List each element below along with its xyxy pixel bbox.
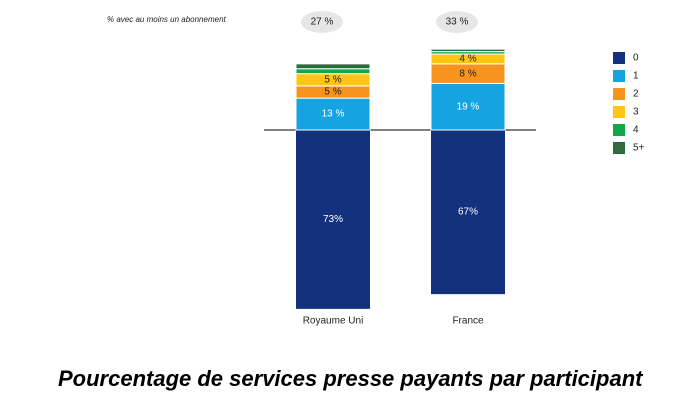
bar-segment bbox=[430, 82, 506, 131]
legend-label: 3 bbox=[633, 107, 639, 118]
legend-label: 5+ bbox=[633, 143, 645, 154]
data-label: 5 % bbox=[324, 74, 341, 85]
data-label: 67% bbox=[458, 207, 478, 218]
legend-swatch bbox=[613, 70, 625, 82]
annotation: 27 % bbox=[311, 17, 334, 28]
legend-swatch bbox=[613, 52, 625, 64]
data-label: 4 % bbox=[459, 54, 476, 65]
legend-label: 0 bbox=[633, 53, 639, 64]
bar-segment bbox=[296, 130, 370, 309]
legend-swatch bbox=[613, 142, 625, 154]
annotation-bubble bbox=[436, 11, 478, 33]
bar-segment bbox=[431, 130, 505, 295]
data-label: 13 % bbox=[322, 109, 345, 120]
legend-label: 2 bbox=[633, 89, 639, 100]
chart-title: Pourcentage de services presse payants p… bbox=[58, 366, 644, 391]
data-label: 19 % bbox=[457, 101, 480, 112]
x-tick-label: France bbox=[452, 316, 484, 327]
legend-label: 4 bbox=[633, 125, 639, 136]
x-tick-label: Royaume Uni bbox=[303, 316, 364, 327]
legend-swatch bbox=[613, 124, 625, 136]
legend-label: 1 bbox=[633, 71, 639, 82]
data-label: 8 % bbox=[459, 68, 476, 79]
annotation-bubble bbox=[301, 11, 343, 33]
legend-swatch bbox=[613, 88, 625, 100]
bar-segment bbox=[295, 63, 371, 70]
chart-subtitle: % avec au moins un abonnement bbox=[107, 15, 227, 24]
bar-segment bbox=[430, 48, 506, 53]
annotation: 33 % bbox=[446, 17, 469, 28]
legend-swatch bbox=[613, 106, 625, 118]
data-label: 5 % bbox=[324, 87, 341, 98]
bar-segment bbox=[295, 97, 371, 131]
data-label: 73% bbox=[323, 214, 343, 225]
bar-segment bbox=[295, 68, 371, 75]
